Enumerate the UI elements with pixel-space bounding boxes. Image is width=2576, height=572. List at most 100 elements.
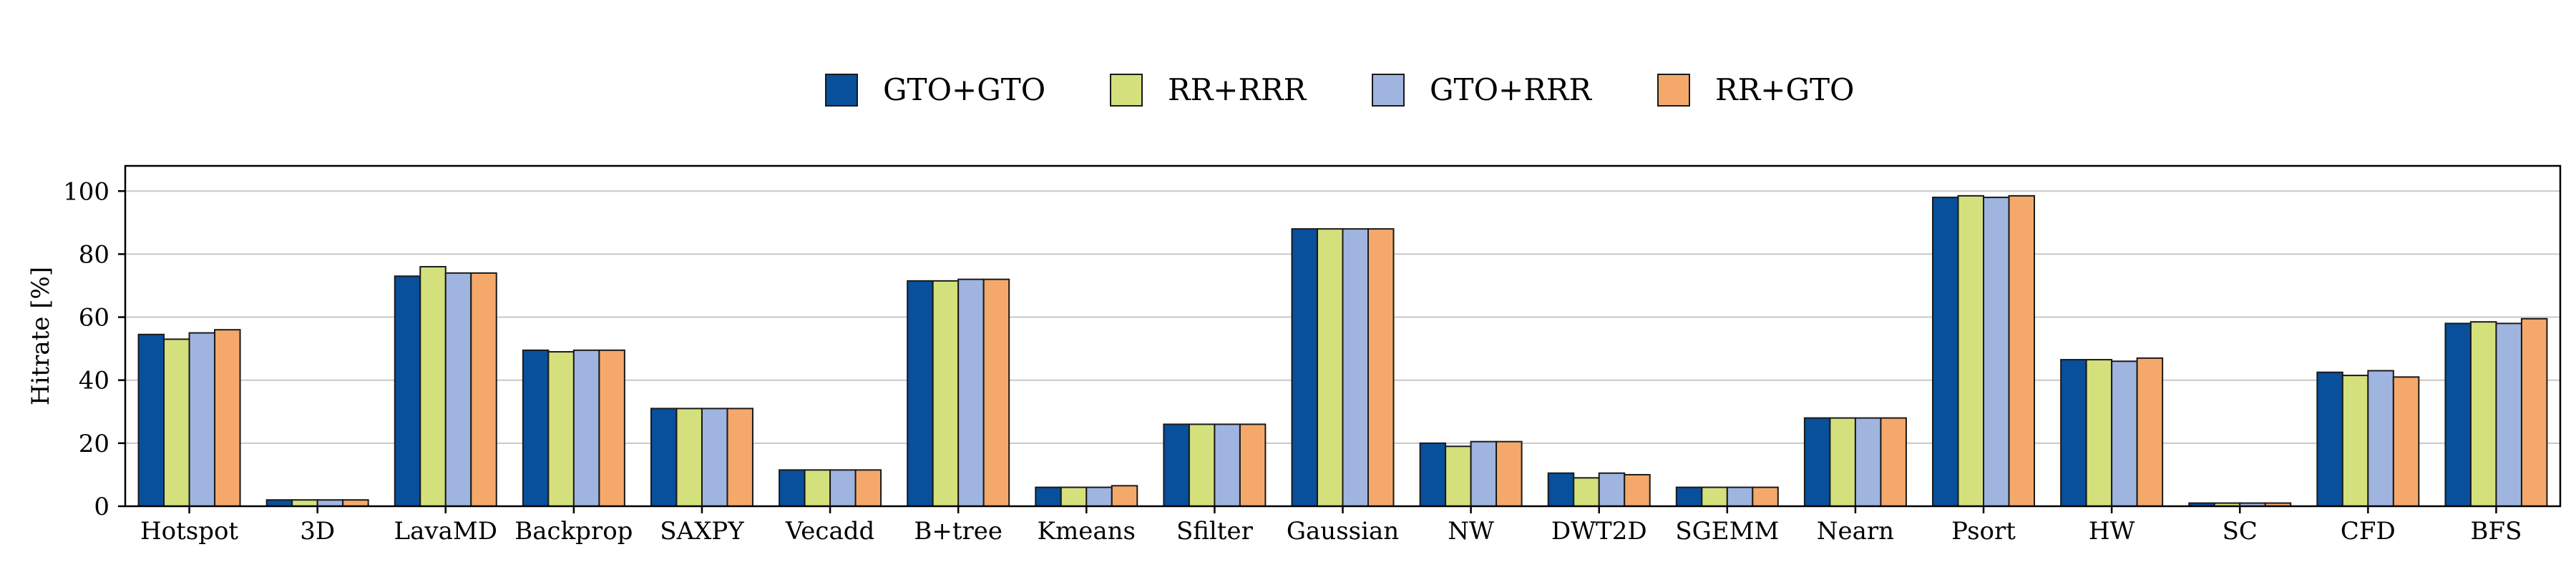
legend-item: GTO+RRR — [1372, 72, 1592, 107]
bar-backprop-gto-rrr — [572, 349, 600, 508]
chart-legend: GTO+GTO RR+RRR GTO+RRR RR+GTO — [825, 72, 1854, 107]
bar-kmeans-gto-gto — [1035, 486, 1062, 507]
bar-cfd-gto-rrr — [2367, 370, 2394, 508]
bar-gaussian-rr-gto — [1367, 228, 1395, 507]
bar-saxpy-rr-rrr — [675, 408, 703, 507]
bar-psort-gto-rrr — [1983, 197, 2010, 507]
x-tick-label: BFS — [2471, 517, 2522, 546]
legend-item: GTO+GTO — [825, 72, 1045, 107]
x-axis-ticks: Hotspot 3D LavaMD Backprop SAXPY Vecadd B+tree… — [140, 506, 2522, 546]
x-tick-label: 3D — [300, 517, 335, 546]
y-axis-label: Hitrate [%] — [26, 267, 55, 405]
x-tick-label: Nearn — [1817, 517, 1894, 546]
bar-kmeans-rr-rrr — [1060, 486, 1088, 507]
bar-b-tree-gto-gto — [907, 280, 934, 507]
bar-b-tree-gto-rrr — [957, 278, 985, 507]
bar-hotspot-gto-rrr — [188, 332, 216, 507]
bar-dwt2d-gto-gto — [1547, 472, 1575, 508]
x-tick-label: DWT2D — [1551, 517, 1647, 546]
bar-hw-gto-gto — [2060, 359, 2087, 507]
bar-nw-gto-gto — [1419, 442, 1447, 508]
y-tick-label: 20 — [79, 430, 109, 458]
y-tick-label: 0 — [94, 493, 109, 521]
bar-vecadd-rr-gto — [854, 469, 882, 508]
bar-3d-gto-rrr — [316, 499, 344, 507]
bar-gaussian-gto-rrr — [1342, 228, 1369, 507]
bar-dwt2d-rr-rrr — [1573, 477, 1600, 507]
x-tick-label: CFD — [2341, 517, 2396, 546]
bar-saxpy-rr-gto — [726, 408, 753, 507]
bar-nearn-gto-rrr — [1854, 417, 1882, 507]
bar-kmeans-rr-gto — [1111, 485, 1138, 508]
bar-lavamd-gto-rrr — [444, 272, 472, 507]
legend-swatch — [1110, 74, 1143, 107]
bar-backprop-rr-gto — [598, 349, 625, 508]
bar-nearn-rr-gto — [1880, 417, 1907, 507]
bar-cfd-rr-gto — [2392, 376, 2420, 508]
legend-label: RR+RRR — [1168, 72, 1307, 107]
x-tick-label: Kmeans — [1038, 517, 1136, 546]
bar-lavamd-rr-rrr — [419, 266, 447, 507]
bar-sgemm-rr-gto — [1752, 486, 1779, 507]
bar-nw-rr-rrr — [1445, 445, 1472, 508]
bar-saxpy-gto-rrr — [701, 408, 728, 507]
bar-cfd-gto-gto — [2316, 371, 2343, 507]
bar-lavamd-gto-gto — [394, 275, 421, 507]
x-tick-label: Vecadd — [785, 517, 874, 546]
x-tick-label: HW — [2089, 517, 2135, 546]
bar-sgemm-gto-gto — [1675, 486, 1703, 507]
bars-group — [137, 194, 2548, 508]
bar-lavamd-rr-gto — [470, 272, 497, 507]
bar-hotspot-rr-rrr — [163, 338, 190, 507]
bar-hw-rr-rrr — [2085, 359, 2113, 507]
bar-sfilter-rr-rrr — [1188, 423, 1216, 507]
bar-psort-rr-gto — [2008, 194, 2036, 507]
y-tick-label: 40 — [79, 367, 109, 395]
bar-bfs-gto-gto — [2444, 322, 2472, 507]
legend-label: GTO+RRR — [1430, 72, 1592, 107]
bar-backprop-rr-rrr — [547, 351, 575, 508]
bar-sfilter-gto-rrr — [1214, 423, 1241, 507]
bar-bfs-rr-rrr — [2469, 321, 2497, 507]
y-tick-label: 60 — [79, 304, 109, 332]
x-tick-label: Psort — [1951, 517, 2016, 546]
bar-sgemm-rr-rrr — [1701, 486, 1728, 507]
bar-gaussian-gto-gto — [1291, 228, 1318, 507]
bar-b-tree-rr-gto — [982, 278, 1010, 507]
bar-nearn-gto-gto — [1803, 417, 1831, 507]
bar-3d-rr-gto — [342, 499, 369, 507]
x-tick-label: Hotspot — [140, 517, 238, 546]
bar-b-tree-rr-rrr — [932, 280, 960, 507]
bar-cfd-rr-rrr — [2341, 375, 2369, 507]
x-tick-label: SGEMM — [1675, 517, 1779, 546]
legend-label: GTO+GTO — [883, 72, 1045, 107]
x-tick-label: SAXPY — [660, 517, 744, 546]
bar-bfs-gto-rrr — [2495, 322, 2522, 507]
y-axis-ticks: 0 20 40 60 80 100 — [63, 177, 125, 521]
bar-sfilter-gto-gto — [1163, 423, 1190, 507]
legend-label: RR+GTO — [1715, 72, 1854, 107]
y-tick-label: 80 — [79, 240, 109, 269]
bar-psort-rr-rrr — [1957, 194, 1985, 507]
legend-item: RR+RRR — [1110, 72, 1307, 107]
bar-dwt2d-gto-rrr — [1598, 472, 1626, 508]
bar-sgemm-gto-rrr — [1726, 486, 1754, 507]
bar-hw-rr-gto — [2136, 357, 2164, 507]
y-tick-label: 100 — [63, 177, 109, 206]
legend-swatch — [825, 74, 858, 107]
bar-nw-gto-rrr — [1470, 440, 1498, 507]
bar-dwt2d-rr-gto — [1624, 473, 1651, 507]
bar-hotspot-gto-gto — [137, 333, 165, 507]
legend-item: RR+GTO — [1657, 72, 1854, 107]
bar-nearn-rr-rrr — [1829, 417, 1856, 507]
bar-3d-gto-gto — [265, 499, 293, 507]
x-tick-label: LavaMD — [394, 517, 497, 546]
bar-hw-gto-rrr — [2111, 360, 2138, 507]
bar-vecadd-gto-gto — [779, 469, 806, 508]
bar-hotspot-rr-gto — [214, 329, 241, 507]
legend-swatch — [1372, 74, 1405, 107]
bar-kmeans-gto-rrr — [1085, 486, 1113, 507]
x-tick-label: Backprop — [514, 517, 633, 546]
bar-vecadd-rr-rrr — [804, 469, 831, 508]
